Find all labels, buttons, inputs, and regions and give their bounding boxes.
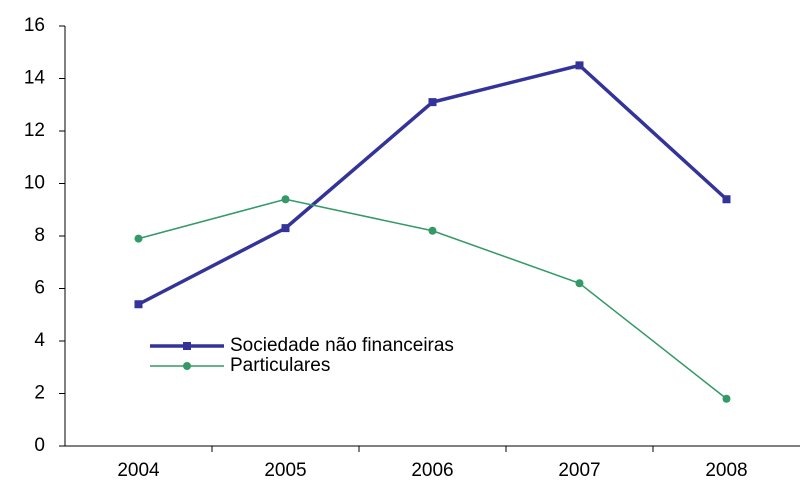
- data-point: [428, 98, 437, 107]
- x-tick-label: 2008: [705, 460, 747, 480]
- data-point: [722, 195, 731, 204]
- x-tick-label: 2006: [411, 460, 453, 480]
- data-point: [134, 234, 143, 243]
- data-point: [722, 394, 731, 403]
- y-tick-label: 16: [24, 15, 45, 36]
- x-tick-label: 2005: [264, 460, 306, 480]
- data-point: [575, 61, 584, 70]
- data-point: [428, 226, 437, 235]
- y-tick-label: 10: [24, 173, 45, 194]
- legend-label: Sociedade não financeiras: [230, 335, 454, 356]
- y-tick-label: 0: [34, 435, 45, 456]
- x-tick-label: 2004: [117, 460, 160, 480]
- data-point: [575, 279, 584, 288]
- legend-marker: [183, 362, 191, 370]
- y-tick-label: 6: [34, 278, 45, 299]
- legend-marker: [183, 342, 191, 350]
- x-tick-label: 2007: [558, 460, 600, 480]
- y-tick-label: 2: [34, 383, 45, 404]
- data-point: [281, 195, 290, 204]
- data-point: [281, 224, 290, 233]
- legend-label: Particulares: [230, 355, 330, 376]
- y-tick-label: 4: [34, 330, 45, 351]
- y-tick-label: 12: [24, 120, 45, 141]
- y-tick-label: 8: [34, 225, 45, 246]
- y-tick-label: 14: [24, 68, 46, 89]
- data-point: [134, 300, 143, 309]
